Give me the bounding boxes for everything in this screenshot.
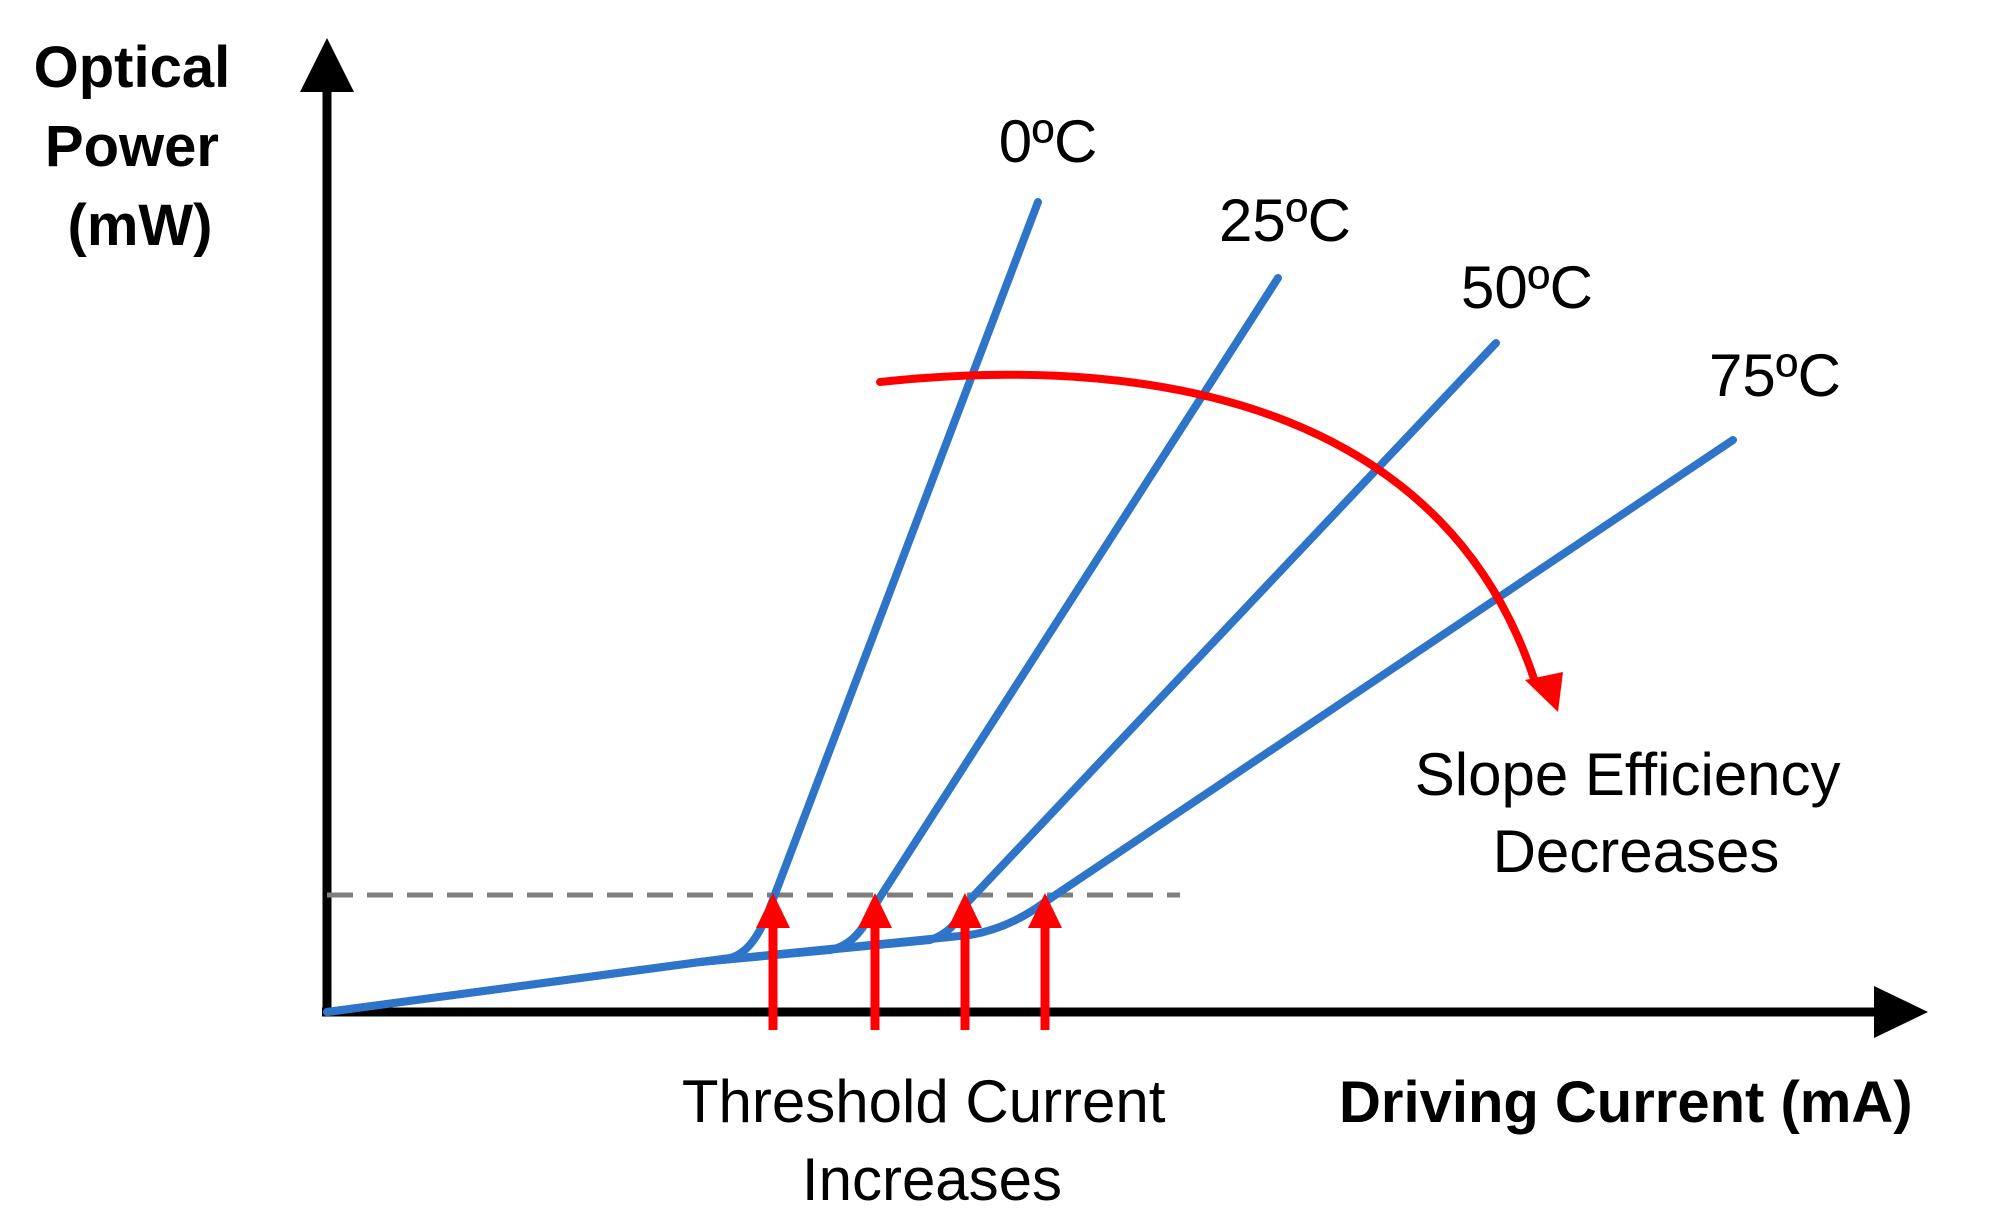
slope-efficiency-annotation: Slope Efficiency Decreases — [1415, 741, 1857, 885]
curve-label-0c: 0ºC — [999, 108, 1098, 175]
y-axis-label-line2: Power — [45, 114, 219, 179]
y-axis-label-line3: (mW) — [68, 193, 213, 258]
threshold-arrows — [756, 893, 1062, 1030]
slope-efficiency-line1: Slope Efficiency — [1415, 741, 1841, 808]
slope-efficiency-line2: Decreases — [1493, 818, 1780, 885]
threshold-arrowhead-75c — [1028, 893, 1062, 928]
curve-label-50c: 50ºC — [1461, 254, 1593, 321]
curve-label-25c: 25ºC — [1219, 187, 1351, 254]
threshold-arrowhead-50c — [948, 893, 982, 928]
curve-0c — [323, 198, 1042, 1016]
threshold-current-annotation: Threshold Current Increases — [682, 1068, 1182, 1213]
slope-efficiency-arrow — [876, 370, 1539, 686]
threshold-arrowhead-25c — [858, 893, 892, 928]
x-axis-label: Driving Current (mA) — [1339, 1070, 1913, 1135]
slope-efficiency-arrowhead — [1525, 672, 1563, 712]
curve-label-75c: 75ºC — [1709, 342, 1841, 409]
y-axis-label: Optical Power (mW) — [34, 35, 247, 258]
x-axis-arrowhead — [1874, 986, 1928, 1038]
y-axis-label-line1: Optical — [34, 35, 231, 100]
y-axis-arrowhead — [300, 38, 354, 92]
threshold-arrowhead-0c — [756, 893, 790, 928]
threshold-current-line2: Increases — [802, 1146, 1062, 1213]
threshold-current-line1: Threshold Current — [682, 1068, 1166, 1135]
